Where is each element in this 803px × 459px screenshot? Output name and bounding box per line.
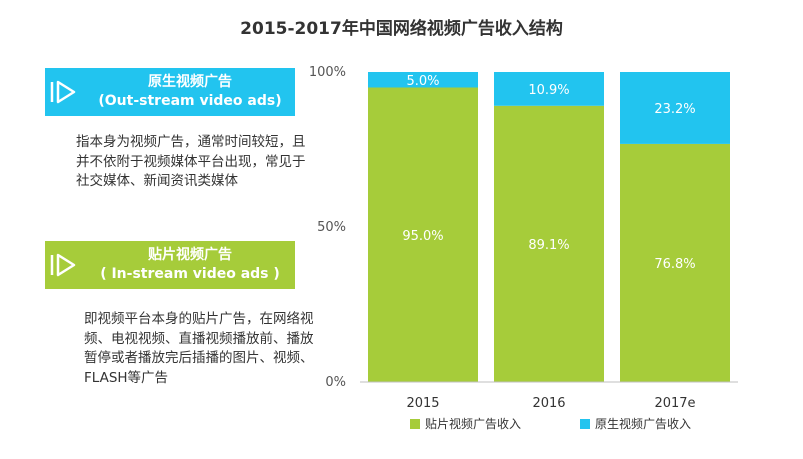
instream-description: 即视频平台本身的贴片广告，在网络视频、电视视频、直播视频播放前、播放暂停或者播放… bbox=[84, 311, 314, 386]
outstream-label: 原生视频广告 bbox=[148, 74, 232, 90]
instream-label-en: ( In-stream video ads ) bbox=[100, 266, 280, 282]
outstream-description: 指本身为视频广告，通常时间较短，且并不依附于视频媒体平台出现，常见于社交媒体、新… bbox=[76, 134, 306, 189]
bar-instream bbox=[494, 105, 604, 382]
y-tick-label: 50% bbox=[317, 220, 346, 235]
play-outline-icon bbox=[45, 68, 81, 116]
chart-title: 2015-2017年中国网络视频广告收入结构 bbox=[240, 19, 563, 39]
legend-swatch-instream bbox=[410, 419, 420, 429]
data-label: 23.2% bbox=[654, 102, 695, 117]
x-tick-label: 2015 bbox=[406, 396, 439, 411]
legend-label-instream: 贴片视频广告收入 bbox=[425, 416, 521, 431]
data-label: 95.0% bbox=[402, 229, 443, 244]
legend-swatch-outstream bbox=[580, 419, 590, 429]
legend-label-outstream: 原生视频广告收入 bbox=[595, 416, 691, 431]
bar-instream bbox=[620, 143, 730, 382]
y-tick-label: 0% bbox=[325, 375, 346, 390]
bar-instream bbox=[368, 87, 478, 382]
data-label: 89.1% bbox=[528, 238, 569, 253]
bar-outstream bbox=[620, 72, 730, 144]
outstream-label-en: (Out-stream video ads) bbox=[98, 93, 282, 109]
data-label: 10.9% bbox=[528, 83, 569, 98]
play-outline-icon bbox=[45, 241, 81, 289]
bar-outstream bbox=[368, 72, 478, 88]
instream-banner: 贴片视频广告 ( In-stream video ads ) bbox=[45, 241, 295, 289]
outstream-banner: 原生视频广告 (Out-stream video ads) bbox=[45, 68, 295, 116]
data-label: 76.8% bbox=[654, 257, 695, 272]
y-tick-label: 100% bbox=[309, 65, 346, 80]
x-tick-label: 2016 bbox=[532, 396, 565, 411]
x-tick-label: 2017e bbox=[654, 396, 695, 411]
bar-outstream bbox=[494, 72, 604, 106]
data-label: 5.0% bbox=[406, 74, 439, 89]
instream-label: 贴片视频广告 bbox=[148, 247, 232, 263]
